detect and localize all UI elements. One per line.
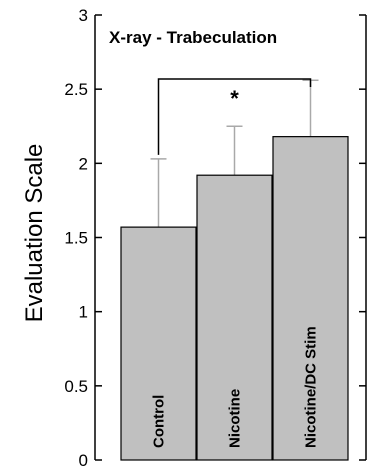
chart-title: X-ray - Trabeculation [109,28,277,47]
bars: Control Nicotine Nicotine/DC Stim [120,79,349,461]
bar-category-label: Control [151,395,168,448]
y-tick-label: 1 [79,303,88,322]
bar-nicotine [196,174,273,461]
y-axis-title: Evaluation Scale [21,144,48,323]
y-tick-label: 0.5 [64,377,88,396]
y-ticks: 0 0.5 1 1.5 2 2.5 3 [64,6,366,466]
y-tick-label: 2.5 [64,80,88,99]
significance-bracket: * [157,78,312,155]
significance-mark: * [230,86,239,111]
y-tick-label: 0 [79,451,88,466]
bar-nicotine-dc-stim [272,136,349,461]
bar-category-label: Nicotine [227,389,244,448]
y-tick-label: 3 [79,6,88,25]
y-tick-label: 1.5 [64,229,88,248]
bar-control [120,226,197,461]
bar-category-label: Nicotine/DC Stim [303,326,320,448]
y-tick-label: 2 [79,154,88,173]
bracket-line [157,78,312,155]
